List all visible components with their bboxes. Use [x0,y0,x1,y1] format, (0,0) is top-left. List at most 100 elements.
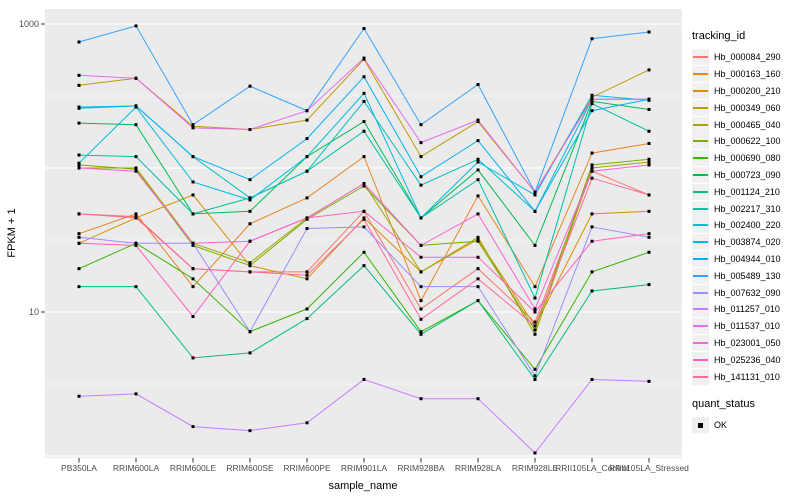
data-point [134,24,138,28]
data-point [77,105,81,109]
data-point [419,332,423,336]
data-point [647,209,651,213]
data-point [647,163,651,167]
data-point [77,212,81,216]
legend-item-label: Hb_000723_090 [714,169,781,180]
data-point [248,261,252,265]
data-point [419,243,423,247]
legend-item-label: Hb_000622_100 [714,136,781,147]
legend-item-label: Hb_003874_020 [714,237,781,248]
legend-shape-label: OK [714,420,728,431]
data-point [134,155,138,159]
data-point [305,273,309,277]
data-point [476,139,480,143]
data-point [476,267,480,271]
data-point [248,330,252,334]
data-point [533,310,537,314]
data-point [590,95,594,99]
data-point [134,212,138,216]
data-point [590,169,594,173]
data-point [419,330,423,334]
legend-line-swatch [693,375,708,378]
legend-line-swatch [693,106,708,109]
data-point [647,283,651,287]
data-point [362,217,366,221]
legend-line-swatch [693,358,708,361]
data-point [419,155,423,159]
data-point [248,429,252,433]
data-point [191,285,195,289]
legend-key [692,267,709,284]
legend: tracking_id Hb_000084_290 Hb_000163_160 Hb… [692,30,798,434]
data-point [134,243,138,247]
x-axis-title: sample_name [328,480,397,492]
data-point [590,109,594,113]
legend-key [692,217,709,234]
legend-key [692,66,709,83]
data-point [476,277,480,281]
legend-shape-item: OK [692,417,798,434]
x-tick-label: RRIM928LE [512,463,559,473]
data-point [647,141,651,145]
data-point [590,289,594,293]
legend-line-swatch [693,224,708,227]
x-tick-label: RRII105LA_Stressed [609,463,689,473]
data-point [590,239,594,243]
data-point [77,285,81,289]
data-point [647,250,651,254]
legend-item: Hb_007632_090 [692,284,798,301]
y-axis-title: FPKM + 1 [6,208,18,257]
data-point [305,118,309,122]
legend-key [692,133,709,150]
legend-line-swatch [693,257,708,260]
data-point [191,356,195,360]
data-point [476,397,480,401]
data-point [248,198,252,202]
data-point [305,169,309,173]
data-point [77,394,81,398]
data-point [476,168,480,172]
data-point [362,264,366,268]
legend-item: Hb_002217_310 [692,200,798,217]
data-point [248,196,252,200]
legend-key [692,166,709,183]
data-point [476,157,480,161]
legend-item: Hb_000465_040 [692,116,798,133]
data-point [134,76,138,80]
x-tick-label: RRIM901LA [341,463,388,473]
data-point [590,163,594,167]
data-point [134,216,138,220]
data-point [419,270,423,274]
data-point [533,451,537,455]
legend-item: Hb_004944_010 [692,250,798,268]
data-point [647,160,651,164]
data-point [362,155,366,159]
data-point [533,193,537,197]
data-point [476,83,480,87]
data-point [533,367,537,371]
data-point [533,324,537,328]
data-point [419,183,423,187]
data-point [476,235,480,239]
data-point [305,137,309,141]
data-point [362,250,366,254]
data-point [647,107,651,111]
data-point [248,351,252,355]
data-point [419,317,423,321]
legend-line-swatch [693,190,708,193]
data-point [647,232,651,236]
legend-line-swatch [693,157,708,160]
legend-key [692,150,709,167]
legend-key [692,183,709,200]
legend-key [692,116,709,133]
x-tick-label: RRII105LA_Control [555,463,629,473]
data-point [191,267,195,271]
data-point [590,102,594,106]
data-point [305,227,309,231]
legend-item: Hb_011537_010 [692,318,798,335]
x-tick-label: RRIM600LE [170,463,217,473]
legend-item: Hb_000200_210 [692,82,798,100]
legend-item-label: Hb_004944_010 [714,253,781,264]
data-point [362,99,366,103]
